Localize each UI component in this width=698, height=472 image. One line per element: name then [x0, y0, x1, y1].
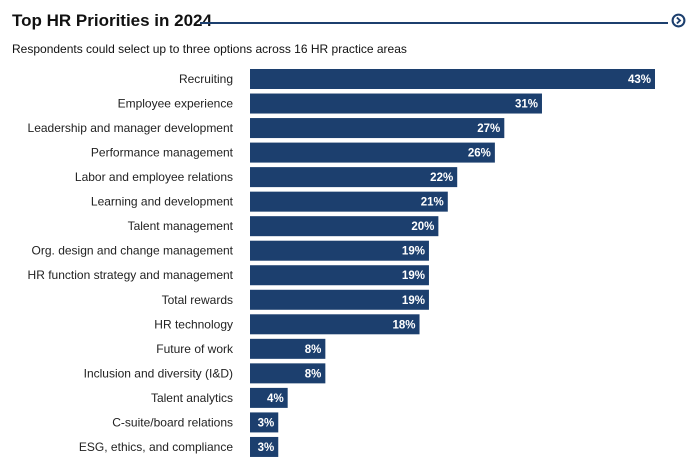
category-label: Learning and development [91, 195, 234, 209]
category-label: Labor and employee relations [75, 170, 233, 184]
value-label: 8% [305, 368, 322, 380]
title-row: Top HR Priorities in 2024 [12, 11, 688, 35]
category-label: HR technology [154, 317, 233, 331]
bar [250, 265, 429, 286]
value-label: 27% [477, 123, 500, 135]
value-label: 19% [402, 246, 425, 258]
category-label: Leadership and manager development [28, 121, 234, 135]
category-label: Talent management [128, 219, 234, 233]
category-label: Recruiting [179, 72, 233, 86]
bar [250, 338, 326, 359]
bar [250, 289, 429, 310]
bar [250, 167, 458, 188]
category-label: C-suite/board relations [112, 415, 233, 429]
value-label: 19% [402, 295, 425, 307]
bar [250, 216, 439, 237]
bar [250, 93, 542, 114]
category-label: Employee experience [118, 97, 234, 111]
category-label: Talent analytics [151, 391, 233, 405]
category-label: Total rewards [162, 293, 233, 307]
bar [250, 142, 495, 163]
value-label: 4% [267, 393, 284, 405]
value-label: 3% [258, 417, 275, 429]
bar [250, 118, 505, 139]
bar [250, 412, 279, 433]
chart-subtitle: Respondents could select up to three opt… [12, 42, 407, 56]
value-label: 3% [258, 442, 275, 454]
value-label: 20% [411, 221, 434, 233]
brand-logo-icon [671, 13, 686, 28]
title-divider [200, 22, 668, 24]
bar [250, 191, 448, 212]
value-label: 31% [515, 99, 538, 111]
value-label: 22% [430, 172, 453, 184]
category-label: HR function strategy and management [28, 268, 234, 282]
value-label: 8% [305, 344, 322, 356]
bar [250, 314, 420, 335]
value-label: 18% [393, 319, 416, 331]
bar [250, 363, 326, 384]
category-label: Org. design and change management [32, 244, 234, 258]
chart-title: Top HR Priorities in 2024 [12, 11, 212, 30]
category-label: ESG, ethics, and compliance [79, 440, 233, 454]
category-label: Performance management [91, 146, 234, 160]
value-label: 26% [468, 148, 491, 160]
value-label: 19% [402, 270, 425, 282]
bar [250, 387, 288, 408]
value-label: 21% [421, 197, 444, 209]
category-label: Inclusion and diversity (I&D) [84, 366, 233, 380]
value-label: 43% [628, 74, 651, 86]
category-label: Future of work [156, 342, 234, 356]
bar [250, 240, 429, 261]
bar [250, 436, 279, 457]
bar [250, 69, 655, 89]
